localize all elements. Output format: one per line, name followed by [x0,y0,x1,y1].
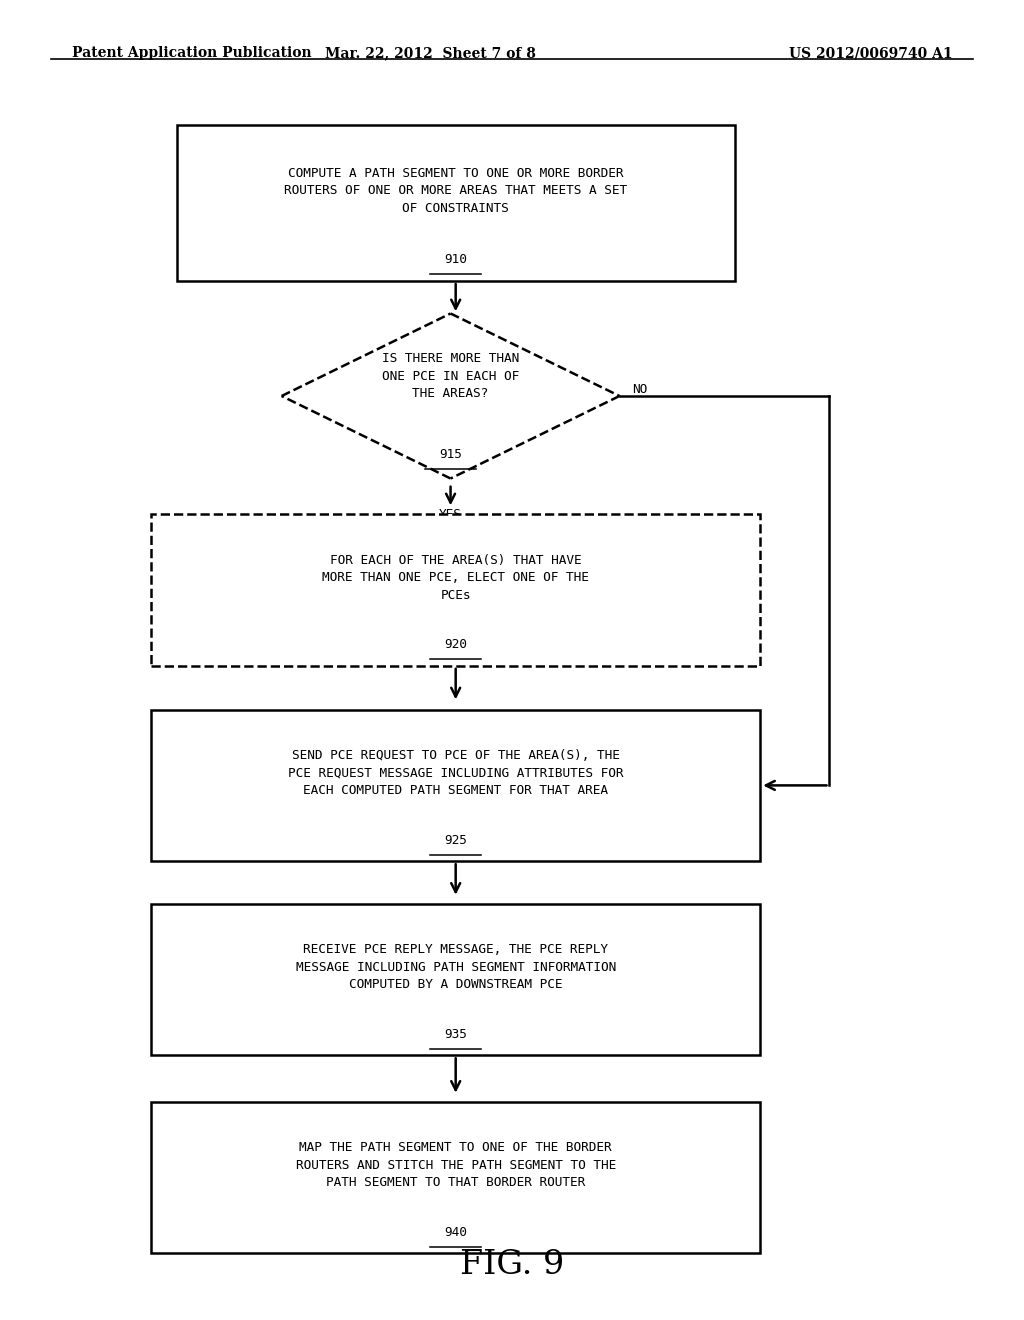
Text: SEND PCE REQUEST TO PCE OF THE AREA(S), THE
PCE REQUEST MESSAGE INCLUDING ATTRIB: SEND PCE REQUEST TO PCE OF THE AREA(S), … [288,750,624,797]
Bar [152,710,760,861]
Bar [152,513,760,665]
Text: FIG. 9: FIG. 9 [460,1249,564,1280]
Text: 920: 920 [444,638,467,651]
Text: MAP THE PATH SEGMENT TO ONE OF THE BORDER
ROUTERS AND STITCH THE PATH SEGMENT TO: MAP THE PATH SEGMENT TO ONE OF THE BORDE… [296,1142,615,1189]
Text: 915: 915 [439,449,462,461]
Text: Patent Application Publication: Patent Application Publication [72,46,311,61]
Text: US 2012/0069740 A1: US 2012/0069740 A1 [788,46,952,61]
Bar [152,1101,760,1254]
Text: 940: 940 [444,1225,467,1238]
Text: NO: NO [632,383,647,396]
Text: FOR EACH OF THE AREA(S) THAT HAVE
MORE THAN ONE PCE, ELECT ONE OF THE
PCEs: FOR EACH OF THE AREA(S) THAT HAVE MORE T… [323,554,589,602]
Bar [176,125,735,281]
Bar [152,903,760,1056]
Text: COMPUTE A PATH SEGMENT TO ONE OR MORE BORDER
ROUTERS OF ONE OR MORE AREAS THAT M: COMPUTE A PATH SEGMENT TO ONE OR MORE BO… [284,166,628,215]
Text: 910: 910 [444,253,467,265]
Text: RECEIVE PCE REPLY MESSAGE, THE PCE REPLY
MESSAGE INCLUDING PATH SEGMENT INFORMAT: RECEIVE PCE REPLY MESSAGE, THE PCE REPLY… [296,944,615,991]
Text: 925: 925 [444,833,467,846]
Text: 935: 935 [444,1027,467,1040]
Text: IS THERE MORE THAN
ONE PCE IN EACH OF
THE AREAS?: IS THERE MORE THAN ONE PCE IN EACH OF TH… [382,352,519,400]
Text: YES: YES [439,508,462,520]
Text: Mar. 22, 2012  Sheet 7 of 8: Mar. 22, 2012 Sheet 7 of 8 [325,46,536,61]
